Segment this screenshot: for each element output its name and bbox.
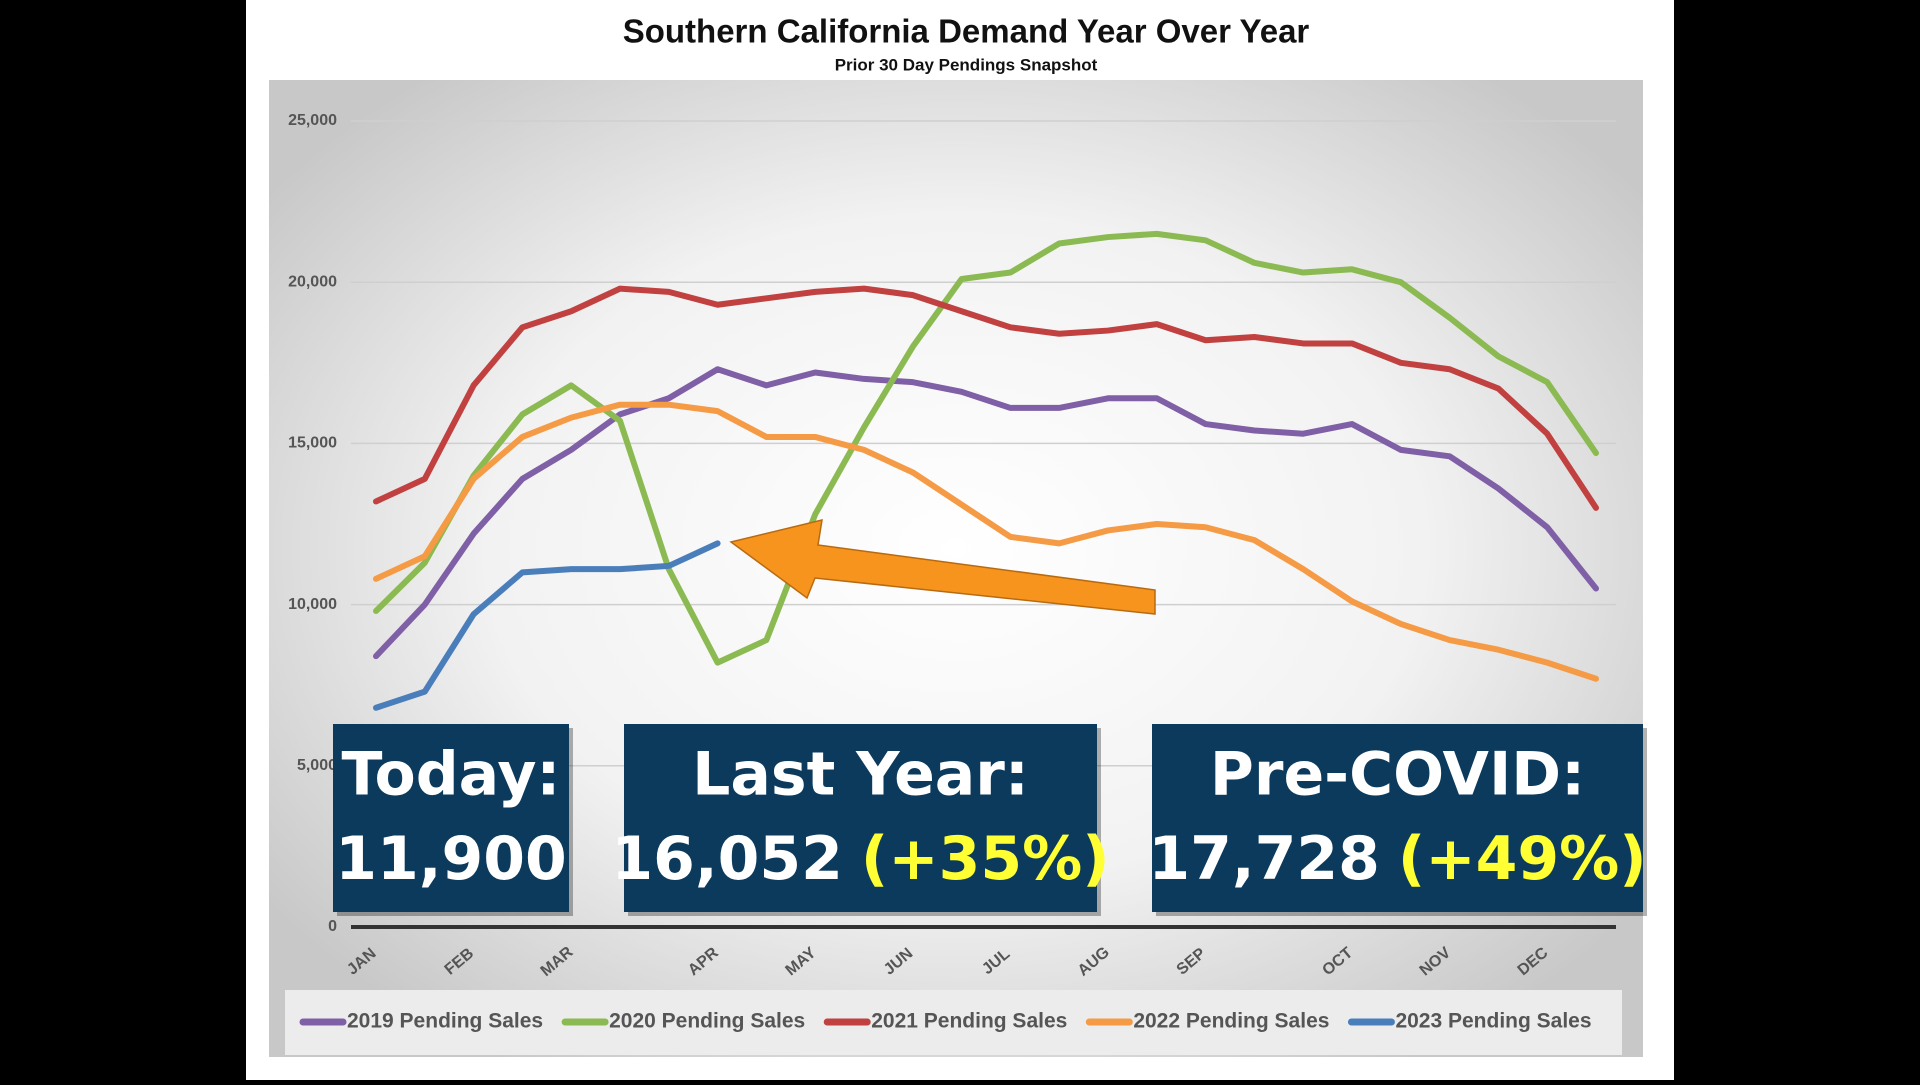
legend-label: 2019 Pending Sales xyxy=(347,1010,543,1033)
line-series xyxy=(373,540,721,711)
line-series xyxy=(373,401,1599,682)
callout-heading: Today: xyxy=(342,740,561,810)
line-series xyxy=(373,285,1599,511)
legend-label: 2022 Pending Sales xyxy=(1133,1010,1329,1033)
callout-number: 17,728 xyxy=(1148,824,1380,894)
callout-box xyxy=(333,724,569,912)
callout-change: (+35%) xyxy=(861,824,1110,894)
y-tick-label: 0 xyxy=(328,918,337,935)
line-series xyxy=(373,366,1599,660)
y-tick-label: 15,000 xyxy=(288,435,337,452)
callout-value: 17,728 (+49%) xyxy=(1148,824,1646,894)
callout-number: 11,900 xyxy=(335,824,567,894)
callout-heading: Last Year: xyxy=(692,740,1029,810)
legend-label: 2020 Pending Sales xyxy=(609,1010,805,1033)
callout-box xyxy=(1152,724,1643,912)
line-series xyxy=(373,230,1599,666)
legend-label: 2021 Pending Sales xyxy=(871,1010,1067,1033)
chart-subtitle: Prior 30 Day Pendings Snapshot xyxy=(835,55,1098,74)
y-tick-label: 20,000 xyxy=(288,273,337,290)
chart-title: Southern California Demand Year Over Yea… xyxy=(623,13,1310,50)
callout-number: 16,052 xyxy=(611,824,843,894)
legend-label: 2023 Pending Sales xyxy=(1395,1010,1591,1033)
callout-box xyxy=(624,724,1097,912)
y-tick-label: 10,000 xyxy=(288,596,337,613)
callout-value: 16,052 (+35%) xyxy=(611,824,1109,894)
y-tick-label: 5,000 xyxy=(297,757,337,774)
callout-heading: Pre-COVID: xyxy=(1210,740,1585,810)
callout-value: 11,900 xyxy=(335,824,567,894)
callout-change: (+49%) xyxy=(1398,824,1647,894)
arrow xyxy=(729,519,1156,615)
y-tick-label: 25,000 xyxy=(288,112,337,129)
legend-background xyxy=(285,990,1622,1055)
